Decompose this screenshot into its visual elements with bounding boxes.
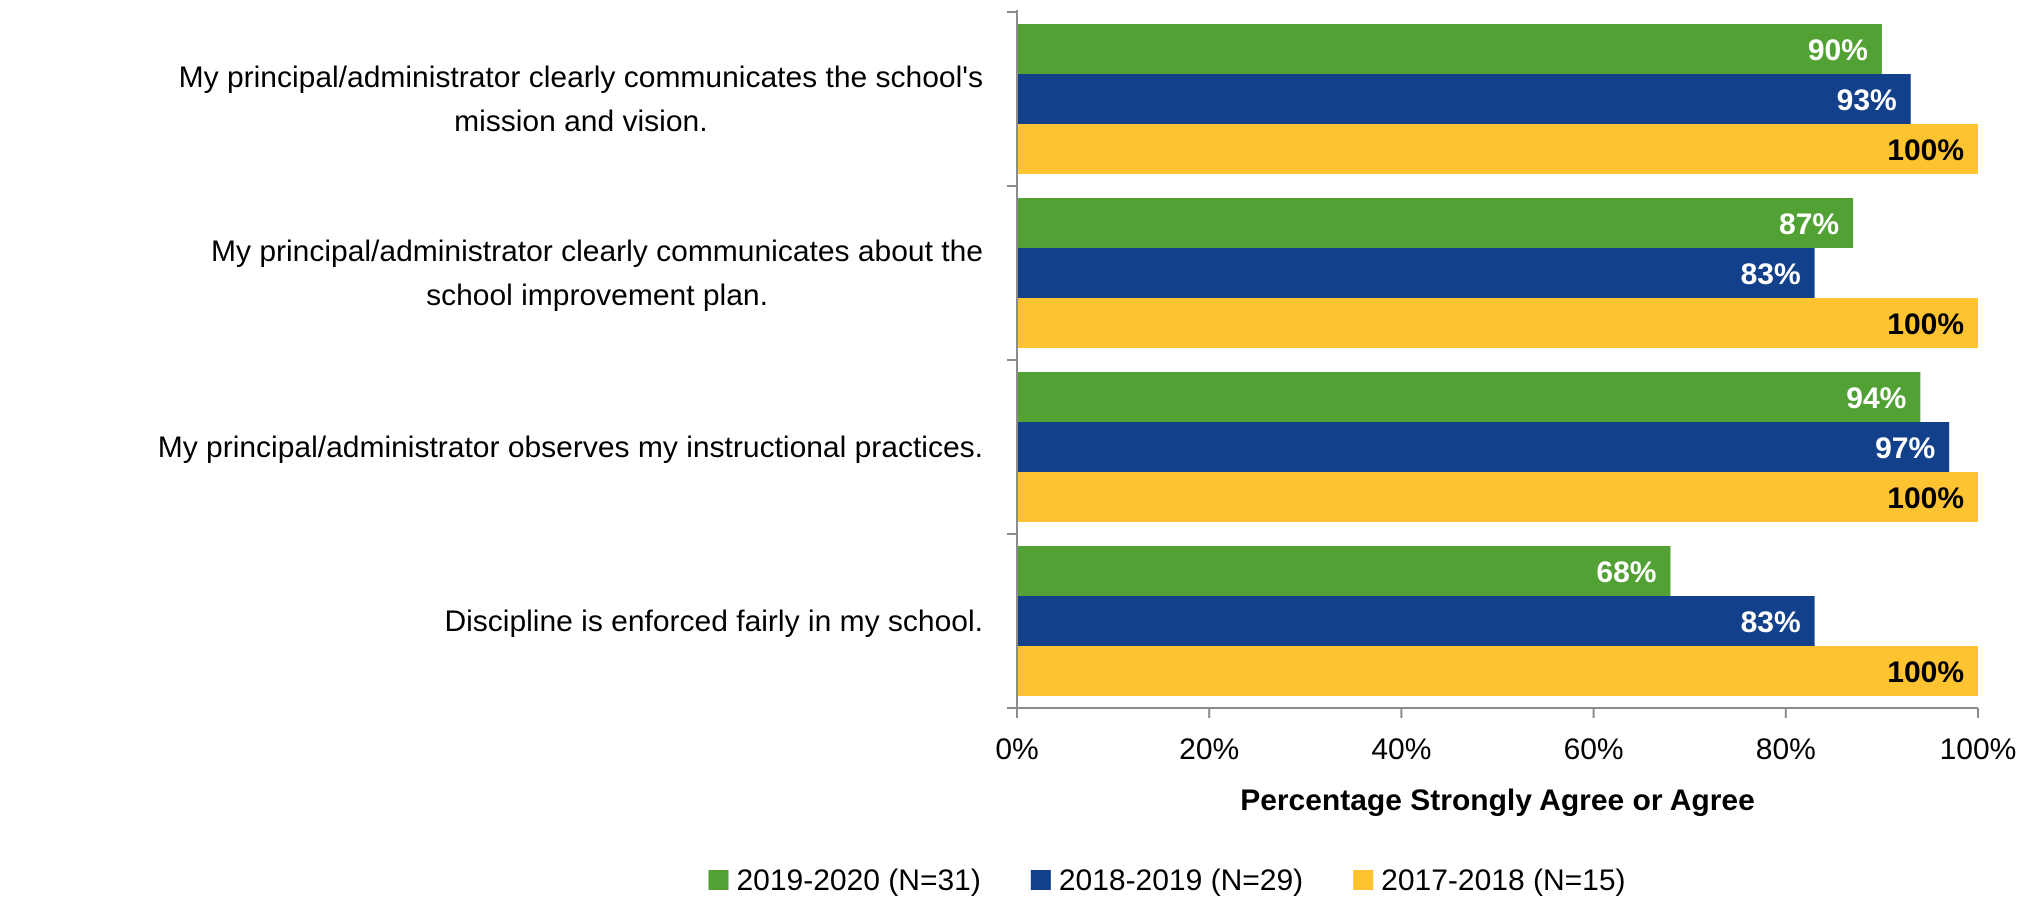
bar [1018, 198, 1854, 248]
legend-item: 2018-2019 (N=29) [1030, 864, 1303, 897]
category-label: Discipline is enforced fairly in my scho… [444, 605, 983, 638]
bar [1018, 24, 1882, 74]
data-label: 83% [1741, 258, 1801, 291]
category-label: My principal/administrator clearly commu… [179, 61, 983, 94]
x-tick-label: 40% [1371, 733, 1431, 766]
chart-legend: 2019-2020 (N=31) 2018-2019 (N=29) 2017-201… [708, 864, 1626, 897]
data-label: 94% [1846, 382, 1906, 415]
data-label: 68% [1596, 556, 1656, 589]
bar [1018, 124, 1978, 174]
bar [1018, 372, 1921, 422]
bar [1018, 298, 1978, 348]
x-tick-label: 80% [1756, 733, 1816, 766]
legend-label: 2019-2020 (N=31) [736, 864, 980, 897]
chart-bars: 90% 93% 100% 87% 83% 100% 94% 97% 100% 68% 83% 100% [1018, 24, 1978, 696]
legend-swatch [708, 870, 729, 890]
data-label: 100% [1887, 482, 1964, 515]
bar [1018, 472, 1978, 522]
bar [1018, 74, 1911, 124]
category-label: school improvement plan. [426, 279, 768, 312]
data-label: 100% [1887, 656, 1964, 689]
data-label: 90% [1808, 34, 1868, 67]
x-tick-label: 100% [1940, 733, 2017, 766]
legend-item: 2019-2020 (N=31) [708, 864, 981, 897]
x-tick-label: 60% [1564, 733, 1624, 766]
legend-label: 2018-2019 (N=29) [1059, 864, 1303, 897]
category-labels: My principal/administrator clearly commu… [158, 61, 983, 638]
data-label: 87% [1779, 208, 1839, 241]
x-tick-label: 0% [995, 733, 1038, 766]
data-label: 93% [1837, 84, 1897, 117]
chart-axes [1007, 10, 1979, 718]
bar [1018, 422, 1950, 472]
x-axis-title: Percentage Strongly Agree or Agree [1240, 784, 1755, 817]
bar [1018, 248, 1815, 298]
data-label: 100% [1887, 134, 1964, 167]
legend-swatch [1353, 870, 1374, 890]
bar [1018, 546, 1671, 596]
data-label: 83% [1741, 606, 1801, 639]
data-label: 100% [1887, 308, 1964, 341]
legend-swatch [1030, 870, 1051, 890]
category-label: My principal/administrator clearly commu… [211, 235, 983, 268]
x-tick-label: 20% [1179, 733, 1239, 766]
legend-label: 2017-2018 (N=15) [1381, 864, 1625, 897]
data-label: 97% [1875, 432, 1935, 465]
category-label: mission and vision. [454, 105, 707, 138]
bar [1018, 646, 1978, 696]
category-label: My principal/administrator observes my i… [158, 431, 983, 464]
x-tick-labels: 0% 20% 40% 60% 80% 100% [995, 733, 2016, 766]
legend-item: 2017-2018 (N=15) [1353, 864, 1626, 897]
bar [1018, 596, 1815, 646]
